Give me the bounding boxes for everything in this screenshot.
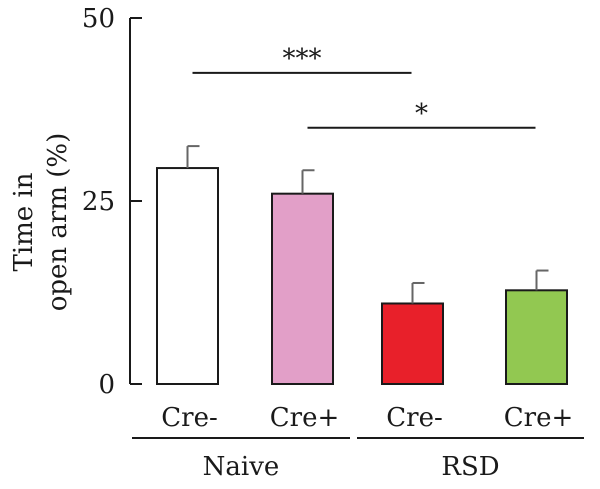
group-label: Naive [203,452,280,482]
group-labels: Naive RSD [132,437,584,482]
category-label: Cre- [386,403,443,433]
category-labels: Cre- Cre+ Cre- Cre+ [161,403,573,433]
category-label: Cre+ [270,403,340,433]
y-tick-label: 25 [82,187,115,217]
bar [381,302,444,386]
significance-label: * [415,99,428,129]
y-axis-title-line: Time in [9,172,39,271]
bars [156,167,568,386]
category-label: Cre- [161,403,218,433]
y-axis-title: Time in open arm (%) [9,133,73,312]
y-tick-label: 0 [98,370,115,400]
y-axis-title-line: open arm (%) [43,133,73,312]
significance-brackets: **** [192,44,536,129]
significance-label: *** [283,44,322,74]
y-tick-label: 50 [82,4,115,34]
y-axis: 0 25 50 [82,4,142,400]
bar [156,167,219,385]
bar [505,289,568,385]
group-label: RSD [441,452,499,482]
error-bars [186,145,549,304]
bar [271,192,334,385]
category-label: Cre+ [504,403,574,433]
